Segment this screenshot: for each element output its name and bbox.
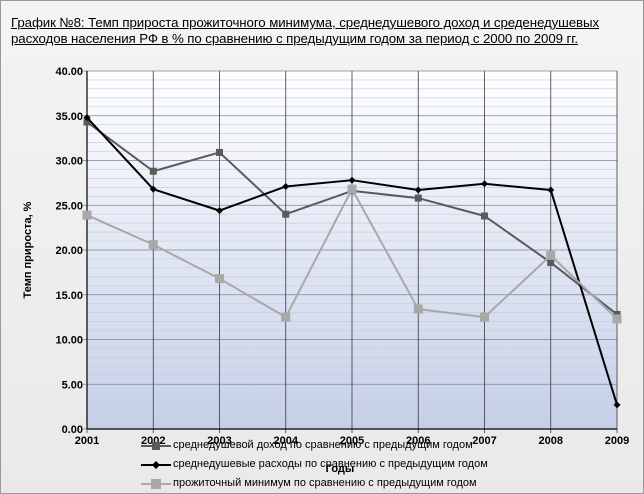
data-point [613, 401, 621, 409]
x-tick-label: 2004 [274, 435, 299, 447]
legend-label-expenses: среднедушевые расходы по сравнению с пре… [173, 458, 488, 470]
data-point [414, 194, 422, 202]
legend-swatch-expenses [141, 461, 171, 469]
y-tick-label: 5.00 [62, 379, 83, 391]
data-point [215, 274, 224, 284]
data-point [216, 207, 223, 215]
data-point [414, 186, 422, 194]
data-point [83, 118, 91, 126]
data-point [546, 250, 556, 260]
data-point [149, 185, 157, 193]
data-point [83, 114, 91, 122]
data-point [547, 186, 555, 194]
y-tick-label: 35.00 [55, 111, 83, 123]
y-tick-label: 20.00 [55, 245, 83, 257]
data-point [347, 184, 357, 194]
y-tick-label: 40.00 [55, 66, 83, 78]
data-point [148, 240, 158, 250]
data-point [82, 210, 92, 220]
data-point [282, 182, 290, 190]
series-group [82, 114, 622, 409]
legend-item-expenses: среднедушевые расходы по сравнению с пре… [139, 456, 639, 475]
y-tick-label: 25.00 [55, 200, 83, 212]
legend-item-income: среднедушевой доход по сравнению с преды… [139, 437, 639, 456]
data-point [413, 304, 423, 314]
y-axis-title: Темп прироста, % [22, 201, 34, 298]
data-point [612, 314, 622, 324]
series-2 [82, 184, 622, 324]
x-tick-label: 2001 [75, 435, 99, 447]
data-point [282, 210, 290, 218]
y-tick-label: 30.00 [55, 156, 83, 168]
chart-title: График №8: Темп прироста прожиточного ми… [11, 15, 599, 46]
x-tick-label: 2009 [605, 435, 629, 447]
legend-swatch-subsistence [141, 479, 171, 489]
data-point [216, 148, 223, 156]
x-axis-title: Годы [326, 463, 355, 475]
x-tick-label: 2003 [207, 435, 231, 447]
y-tick-label: 0.00 [62, 424, 83, 436]
data-point [480, 312, 489, 322]
legend: среднедушевой доход по сравнению с преды… [139, 437, 639, 494]
data-point [547, 259, 555, 267]
data-point [481, 180, 488, 188]
x-tick-label: 2006 [406, 435, 430, 447]
legend-item-subsistence: прожиточный минимум по сравнению с преды… [139, 475, 639, 494]
data-point [481, 212, 488, 220]
y-tick-labels: 0.00 5.00 10.00 15.00 20.00 25.00 30.00 35.00 40… [55, 66, 83, 436]
series-1 [83, 114, 621, 409]
data-point [348, 176, 356, 184]
x-tick-label: 2008 [539, 435, 563, 447]
x-tick-label: 2005 [340, 435, 364, 447]
y-tick-label: 15.00 [55, 290, 83, 302]
legend-label-income: среднедушевой доход по сравнению с преды… [173, 439, 473, 451]
y-tick-label: 10.00 [55, 335, 83, 347]
legend-label-subsistence: прожиточный минимум по сравнению с преды… [173, 477, 477, 489]
x-tick-labels: 2001 2002 2003 2004 2005 2006 2007 2008 2009 [75, 435, 629, 447]
x-tick-label: 2007 [472, 435, 496, 447]
legend-swatch-income [141, 442, 171, 450]
axes [86, 71, 617, 430]
data-point [149, 167, 157, 175]
data-point [281, 312, 291, 322]
